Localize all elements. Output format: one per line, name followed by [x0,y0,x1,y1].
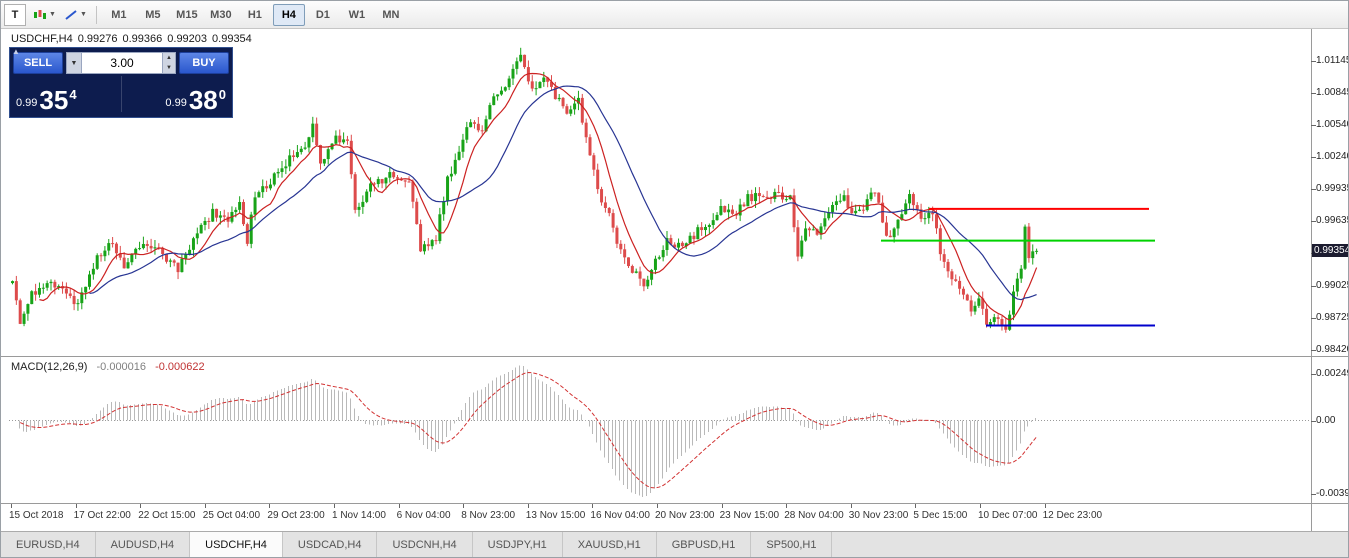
close-value: 0.99354 [212,33,252,45]
buy-button[interactable]: BUY [179,52,229,74]
toolbar-separator [95,5,97,24]
sell-price-prefix: 0.99 [16,97,38,109]
toolbar: T ▼ ▼ M1 M5 M15 M30 H1 H4 D1 W1 MN [1,1,1348,29]
volume-up-icon[interactable]: ▲ [163,53,175,63]
volume-input[interactable]: 3.00 [82,52,163,74]
buy-price-prefix: 0.99 [165,97,187,109]
sell-price[interactable]: 0.99 35 4 [16,85,117,115]
chart-tab-usdjpy[interactable]: USDJPY,H1 [472,532,563,557]
timeframe-button-h1[interactable]: H1 [247,8,262,21]
trade-controls-row: SELL ▼ 3.00 ▲ ▼ BUY [10,48,232,76]
buy-price-sup: 0 [218,87,226,102]
sell-button[interactable]: SELL [13,52,63,74]
sell-price-big: 35 [39,85,69,115]
timeframe-button-w1[interactable]: W1 [348,8,366,21]
chart-tab-audusd[interactable]: AUDUSD,H4 [95,532,191,557]
current-price-label: 0.99354 [1312,243,1349,257]
chart-tab-xauusd[interactable]: XAUUSD,H1 [562,532,657,557]
one-click-trading-panel: ▲ SELL ▼ 3.00 ▲ ▼ BUY 0.99 35 4 [9,47,233,118]
timeframe-button-d1[interactable]: D1 [315,8,330,21]
low-value: 0.99203 [167,33,208,45]
dropdown-arrow-icon: ▼ [79,11,87,18]
volume-control: ▼ 3.00 ▲ ▼ [66,52,176,74]
chart-tab-eurusd[interactable]: EURUSD,H4 [1,532,96,557]
ma-fast-line [39,72,1038,321]
timeframe-button-h4[interactable]: H4 [272,3,305,26]
symbol-label: USDCHF,H4 [11,33,73,45]
volume-down-icon[interactable]: ▼ [163,63,175,73]
macd-name: MACD(12,26,9) [11,361,88,373]
chart-tab-usdcad[interactable]: USDCAD,H4 [282,532,378,557]
macd-indicator-label: MACD(12,26,9) -0.000016 -0.000622 [11,361,205,373]
sell-price-sup: 4 [69,87,77,102]
buy-price-big: 38 [188,85,218,115]
chart-tabs-bar: EURUSD,H4 AUDUSD,H4 USDCHF,H4 USDCAD,H4 USDC… [1,531,1348,557]
ma-slow-line [89,85,1037,301]
timeframe-button-m15[interactable]: M15 [176,8,198,21]
trendline-icon [65,9,77,20]
chart-tab-gbpusd[interactable]: GBPUSD,H1 [656,532,752,557]
panel-collapse-arrow-icon[interactable]: ▲ [12,47,20,56]
timeframe-buttons: M1 M5 M15 M30 H1 H4 D1 W1 MN [102,3,408,26]
chart-tab-sp500[interactable]: SP500,H1 [751,532,833,557]
volume-dropdown-arrow-icon[interactable]: ▼ [66,52,82,74]
chart-window-icon[interactable]: T [4,3,26,26]
timeframe-button-m1[interactable]: M1 [111,8,127,21]
buy-price[interactable]: 0.99 38 0 [126,85,226,115]
timeframe-button-mn[interactable]: MN [382,8,400,21]
macd-histogram [19,365,1036,497]
macd-main-value: -0.000016 [96,361,147,373]
candlestick-icon [34,9,46,19]
chart-tab-usdcnh[interactable]: USDCNH,H4 [377,532,473,557]
chart-frame [1,29,1348,531]
trade-prices-row: 0.99 35 4 0.99 38 0 [10,76,232,117]
open-value: 0.99276 [77,33,118,45]
chart-tab-usdchf[interactable]: USDCHF,H4 [190,532,283,557]
chart-type-button[interactable]: ▼ [29,4,60,26]
volume-stepper[interactable]: ▲ ▼ [163,52,176,74]
high-value: 0.99366 [122,33,163,45]
price-divider [120,76,122,112]
draw-tools-button[interactable]: ▼ [60,4,91,26]
timeframe-button-m5[interactable]: M5 [145,8,161,21]
macd-signal-value: -0.000622 [155,361,205,373]
macd-signal-line [19,372,1037,489]
symbol-ohlc-info: USDCHF,H4 0.99276 0.99366 0.99203 0.99354 [11,33,257,45]
dropdown-arrow-icon: ▼ [49,11,56,18]
timeframe-button-m30[interactable]: M30 [210,8,232,21]
